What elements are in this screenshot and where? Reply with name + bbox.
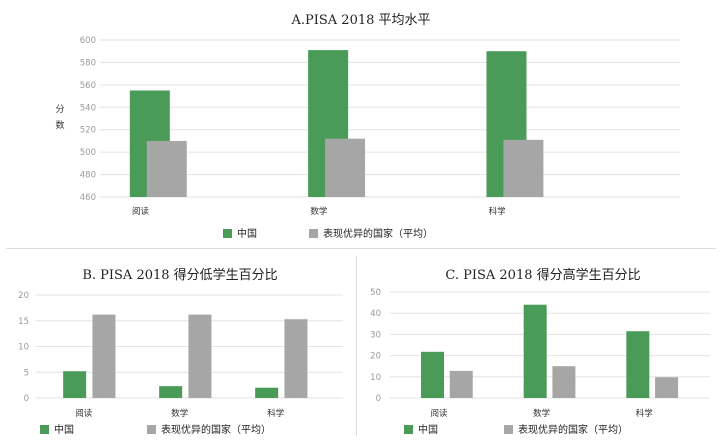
chart-panel-b: B. PISA 2018 得分低学生百分比 0 5 10 15 20 阅读 数学 科学中国 表现优… bbox=[0, 252, 352, 441]
y-tick-label: 50 bbox=[370, 288, 381, 298]
chart-a-svg: A.PISA 2018 平均水平 460 480 500 520 540 560 580 600… bbox=[55, 13, 680, 240]
y-tick-label: 40 bbox=[370, 309, 381, 319]
bar-top-performers-2 bbox=[552, 366, 576, 398]
y-tick-label: 10 bbox=[18, 343, 29, 353]
legend-swatch bbox=[404, 425, 413, 434]
chart-panel-a: A.PISA 2018 平均水平 460 480 500 520 540 560 580 600… bbox=[55, 13, 680, 240]
category-label: 阅读 bbox=[430, 408, 448, 419]
y-tick-label: 10 bbox=[370, 373, 381, 383]
y-axis-label: 分 bbox=[55, 104, 64, 115]
y-tick-label: 520 bbox=[80, 126, 96, 136]
bar-top-performers-2 bbox=[188, 314, 212, 398]
category-label: 科学 bbox=[267, 408, 285, 419]
bar-china-2 bbox=[159, 386, 183, 398]
bar-top-performers-3 bbox=[655, 377, 679, 398]
category-label: 科学 bbox=[636, 408, 654, 419]
bar-china-3 bbox=[255, 387, 279, 398]
panel-divider-horizontal bbox=[6, 248, 716, 249]
chart-panel-c: C. PISA 2018 得分高学生百分比 0 10 20 30 40 50 阅读 数学 科学中国… bbox=[360, 252, 722, 441]
legend-label: 中国 bbox=[54, 423, 74, 436]
legend-swatch bbox=[504, 425, 513, 434]
legend-label: 中国 bbox=[237, 227, 257, 240]
y-tick-label: 600 bbox=[80, 36, 96, 46]
y-tick-label: 560 bbox=[80, 81, 96, 91]
y-tick-label: 0 bbox=[376, 394, 381, 404]
y-tick-label: 30 bbox=[370, 330, 381, 340]
y-tick-label: 20 bbox=[370, 352, 381, 362]
bar-china-3 bbox=[626, 331, 650, 398]
legend-label: 表现优异的国家（平均） bbox=[323, 227, 433, 240]
bar-china-1 bbox=[420, 351, 444, 398]
category-label: 数学 bbox=[310, 206, 328, 217]
bar-top-performers-3 bbox=[503, 139, 544, 197]
legend-swatch bbox=[309, 229, 318, 238]
category-label: 数学 bbox=[171, 408, 189, 419]
y-tick-label: 0 bbox=[24, 394, 29, 404]
category-label: 数学 bbox=[533, 408, 551, 419]
category-label: 阅读 bbox=[132, 206, 150, 217]
chart-title: C. PISA 2018 得分高学生百分比 bbox=[445, 267, 640, 283]
y-tick-label: 580 bbox=[80, 58, 96, 68]
legend-swatch bbox=[40, 425, 49, 434]
y-tick-label: 5 bbox=[24, 368, 29, 378]
bar-top-performers-2 bbox=[325, 138, 366, 197]
chart-c-svg: C. PISA 2018 得分高学生百分比 0 10 20 30 40 50 阅读 数学 科学中国… bbox=[370, 267, 710, 436]
bar-top-performers-1 bbox=[146, 140, 187, 197]
legend-label: 中国 bbox=[418, 423, 438, 436]
y-tick-label: 500 bbox=[80, 148, 96, 158]
legend-label: 表现优异的国家（平均） bbox=[518, 423, 628, 436]
bar-top-performers-1 bbox=[92, 314, 116, 398]
bar-top-performers-1 bbox=[449, 370, 473, 398]
legend-swatch bbox=[147, 425, 156, 434]
legend-label: 表现优异的国家（平均） bbox=[161, 423, 271, 436]
chart-title: B. PISA 2018 得分低学生百分比 bbox=[82, 267, 277, 283]
y-tick-label: 460 bbox=[80, 193, 96, 203]
bar-top-performers-3 bbox=[284, 319, 308, 398]
category-label: 科学 bbox=[489, 206, 507, 217]
legend-swatch bbox=[223, 229, 232, 238]
y-tick-label: 20 bbox=[18, 291, 29, 301]
bar-china-2 bbox=[523, 304, 547, 398]
y-tick-label: 540 bbox=[80, 103, 96, 113]
category-label: 阅读 bbox=[75, 408, 93, 419]
y-axis-label: 数 bbox=[55, 119, 64, 131]
panel-divider-vertical bbox=[356, 256, 357, 436]
bar-china-1 bbox=[63, 371, 87, 398]
chart-title: A.PISA 2018 平均水平 bbox=[290, 13, 430, 28]
y-tick-label: 15 bbox=[18, 317, 29, 327]
y-tick-label: 480 bbox=[80, 171, 96, 181]
